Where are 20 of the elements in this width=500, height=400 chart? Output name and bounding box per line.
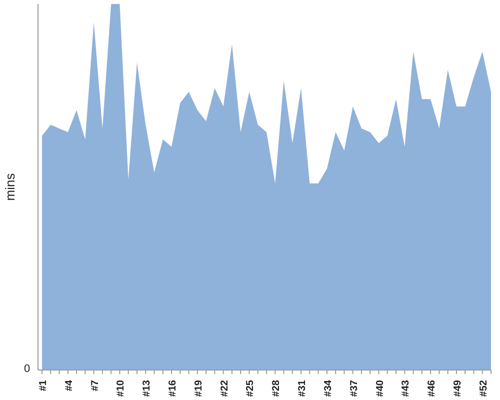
x-tick-label: #13 — [142, 380, 153, 397]
x-tick-label: #19 — [193, 380, 204, 397]
text: 0 — [24, 362, 30, 376]
y-axis-title: mins — [2, 172, 18, 201]
x-tick-label: #46 — [426, 380, 438, 397]
x-tick-label: #10 — [116, 380, 127, 397]
x-tick-label: #4 — [64, 380, 75, 392]
x-tick-label: #25 — [245, 380, 256, 397]
x-tick-label: #22 — [219, 380, 230, 397]
x-tick-label: #52 — [478, 380, 490, 397]
x-tick-label: #43 — [400, 380, 412, 397]
x-tick-label: #31 — [297, 380, 308, 397]
x-tick-label: #7 — [90, 380, 101, 392]
x-tick-label: #28 — [271, 380, 282, 397]
x-tick-label: #37 — [348, 380, 360, 397]
x-tick-label: #1 — [38, 380, 49, 392]
x-tick-label: #16 — [168, 380, 179, 397]
x-tick-label: #34 — [322, 380, 334, 397]
x-tick-label: #40 — [374, 380, 386, 397]
x-tick-label: #49 — [452, 380, 464, 397]
